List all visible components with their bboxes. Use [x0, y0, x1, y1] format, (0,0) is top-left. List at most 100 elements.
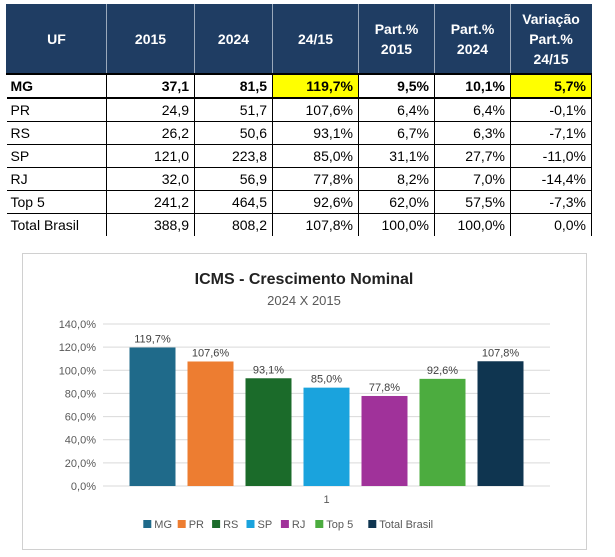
chart-panel: ICMS - Crescimento Nominal 2024 X 2015 0…: [22, 253, 587, 550]
legend-label: RJ: [292, 519, 305, 531]
table-cell-p24: 100,0%: [434, 213, 511, 236]
table-cell-var: -11,0%: [510, 144, 592, 168]
legend-label: SP: [258, 519, 273, 531]
table-cell-p15: 6,7%: [358, 121, 435, 145]
table-cell-v2015: 32,0: [106, 167, 195, 191]
y-tick-label: 60,0%: [65, 412, 96, 424]
column-header-line: 24/15: [297, 30, 334, 47]
legend-swatch: [212, 520, 221, 528]
y-tick-label: 40,0%: [65, 435, 96, 447]
table-cell-v2015: 26,2: [106, 121, 195, 145]
column-header: 24/15: [272, 4, 359, 74]
icms-table: UF 2015 2024 24/15 Part.% 2015 Part.% 2024 Varia…: [6, 4, 592, 236]
bar-sp: [303, 387, 350, 486]
table-cell-v2024: 464,5: [194, 190, 273, 214]
table-cell-uf: RJ: [6, 167, 107, 191]
column-header-line: Part.%: [374, 20, 419, 37]
column-header: UF: [6, 4, 107, 74]
table-cell-p24: 6,4%: [434, 98, 511, 122]
bar-total-brasil: [477, 361, 524, 486]
column-header: Variação Part.% 24/15: [510, 4, 592, 74]
column-header-line: Part.%: [529, 30, 573, 47]
chart-subtitle: 2024 X 2015: [267, 293, 341, 308]
table-row: PR 24,9 51,7 107,6% 6,4% 6,4% -0,1%: [6, 98, 592, 122]
table-cell-v2024: 51,7: [194, 98, 273, 122]
column-header-line: 2024: [217, 30, 250, 47]
column-header-line: Part.%: [450, 20, 495, 37]
table-cell-var: -7,1%: [510, 121, 592, 145]
table-cell-p15: 6,4%: [358, 98, 435, 122]
table-cell-uf: MG: [6, 73, 107, 99]
legend-swatch: [280, 520, 289, 528]
table-row: RJ 32,0 56,9 77,8% 8,2% 7,0% -14,4%: [6, 167, 592, 191]
table-cell-v2015: 388,9: [106, 213, 195, 236]
column-header-line: 2024: [456, 40, 489, 57]
data-label: 85,0%: [311, 374, 342, 386]
table-cell-v2024: 81,5: [194, 73, 273, 99]
table-cell-p15: 100,0%: [358, 213, 435, 236]
bar-chart: ICMS - Crescimento Nominal 2024 X 2015 0…: [59, 271, 550, 531]
table-cell-g: 119,7%: [272, 73, 359, 99]
column-header-line: 2015: [134, 30, 167, 47]
legend-swatch: [368, 520, 377, 528]
table-cell-p15: 9,5%: [358, 73, 435, 99]
table-cell-v2024: 56,9: [194, 167, 273, 191]
data-label: 107,8%: [482, 347, 520, 359]
column-header-line: UF: [47, 30, 66, 47]
column-header: 2024: [194, 4, 273, 74]
table-cell-v2015: 121,0: [106, 144, 195, 168]
table-row: Top 5 241,2 464,5 92,6% 62,0% 57,5% -7,3%: [6, 190, 592, 214]
table-cell-p24: 27,7%: [434, 144, 511, 168]
legend-swatch: [315, 520, 324, 528]
table-cell-var: -7,3%: [510, 190, 592, 214]
table-cell-v2024: 50,6: [194, 121, 273, 145]
bar-rs: [245, 378, 292, 486]
table-cell-g: 77,8%: [272, 167, 359, 191]
legend-swatch: [246, 520, 255, 528]
y-tick-label: 120,0%: [59, 342, 97, 354]
bar-rj: [361, 395, 408, 486]
column-header: 2015: [106, 4, 195, 74]
y-tick-label: 0,0%: [71, 481, 96, 493]
legend-label: Top 5: [326, 519, 353, 531]
table-cell-v2024: 808,2: [194, 213, 273, 236]
table-cell-g: 92,6%: [272, 190, 359, 214]
table-cell-v2015: 24,9: [106, 98, 195, 122]
legend-label: MG: [154, 519, 172, 531]
y-tick-label: 100,0%: [59, 365, 97, 377]
table-cell-p15: 62,0%: [358, 190, 435, 214]
chart-title: ICMS - Crescimento Nominal: [195, 271, 414, 288]
bar-mg: [129, 347, 176, 486]
table-header-row: UF 2015 2024 24/15 Part.% 2015 Part.% 2024 Varia…: [6, 4, 592, 74]
table-cell-uf: Total Brasil: [6, 213, 107, 236]
bar-pr: [187, 361, 234, 486]
table-cell-g: 107,6%: [272, 98, 359, 122]
table-cell-var: -14,4%: [510, 167, 592, 191]
table-cell-g: 107,8%: [272, 213, 359, 236]
table-cell-v2024: 223,8: [194, 144, 273, 168]
table-cell-v2015: 37,1: [106, 73, 195, 99]
table-row: RS 26,2 50,6 93,1% 6,7% 6,3% -7,1%: [6, 121, 592, 145]
table-row: MG 37,1 81,5 119,7% 9,5% 10,1% 5,7%: [6, 73, 592, 99]
table-cell-g: 85,0%: [272, 144, 359, 168]
bar-top-5: [419, 378, 466, 486]
table-cell-p15: 31,1%: [358, 144, 435, 168]
column-header-line: 2015: [380, 40, 413, 57]
table-cell-var: 0,0%: [510, 213, 592, 236]
table-cell-uf: RS: [6, 121, 107, 145]
data-label: 107,6%: [192, 347, 230, 359]
legend-swatch: [143, 520, 152, 528]
x-category-label: 1: [323, 494, 329, 506]
legend-label: PR: [189, 519, 204, 531]
table-cell-p24: 57,5%: [434, 190, 511, 214]
column-header: Part.% 2024: [434, 4, 511, 74]
table-cell-p24: 7,0%: [434, 167, 511, 191]
table-cell-uf: SP: [6, 144, 107, 168]
table-cell-uf: Top 5: [6, 190, 107, 214]
legend-swatch: [177, 520, 186, 528]
table-row: SP 121,0 223,8 85,0% 31,1% 27,7% -11,0%: [6, 144, 592, 168]
data-label: 92,6%: [427, 365, 458, 377]
table-cell-p24: 6,3%: [434, 121, 511, 145]
y-tick-label: 140,0%: [59, 319, 97, 331]
y-tick-label: 80,0%: [65, 388, 96, 400]
